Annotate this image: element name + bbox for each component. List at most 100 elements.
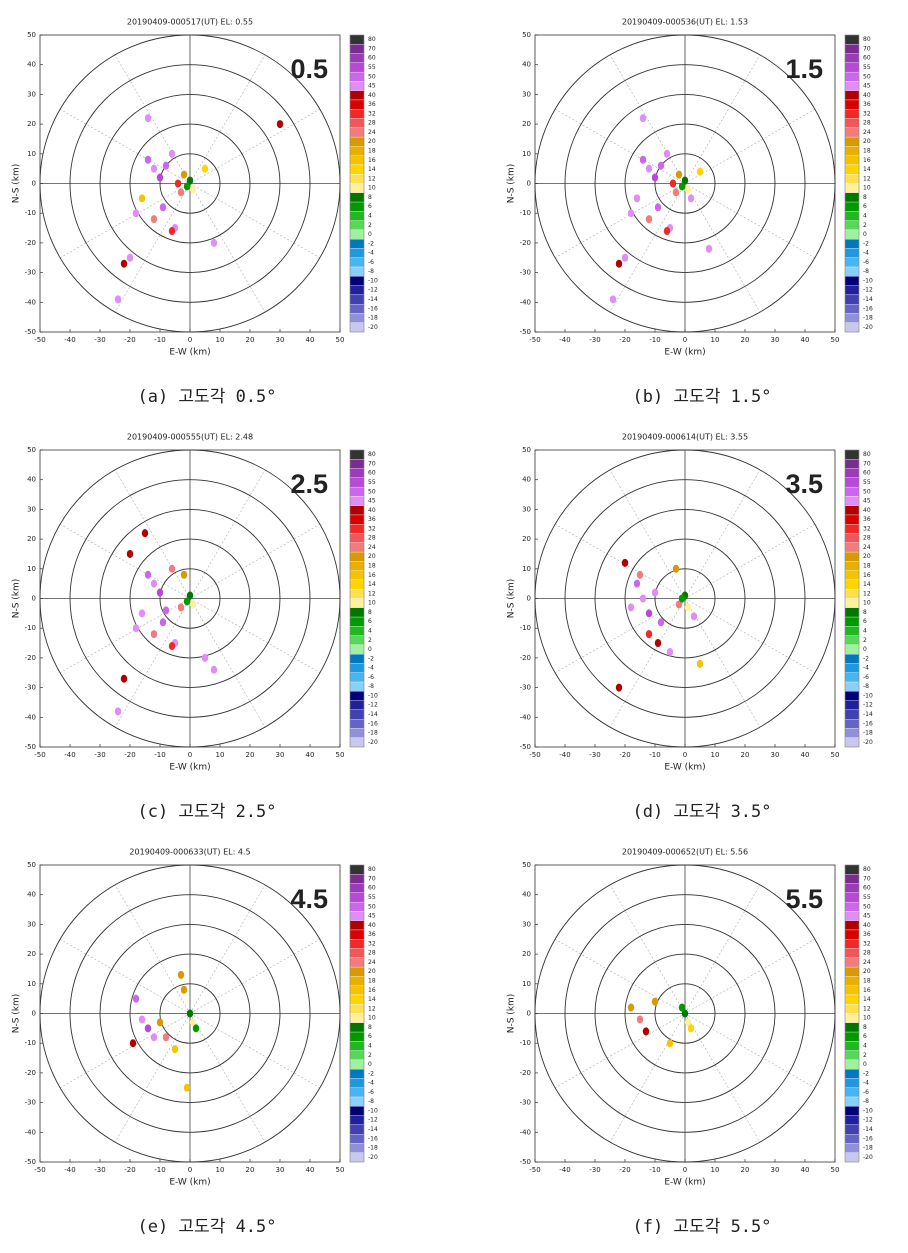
colorbar-swatch xyxy=(349,1069,365,1079)
echo xyxy=(189,185,197,194)
colorbar-swatch xyxy=(349,81,365,91)
colorbar-label: 6 xyxy=(368,1033,372,1040)
colorbar-label: 36 xyxy=(863,101,871,108)
echo xyxy=(645,630,653,639)
y-tick-label: -30 xyxy=(25,1099,36,1107)
colorbar-swatch xyxy=(844,183,860,193)
panel-title: 20190409-000555(UT) EL: 2.48 xyxy=(127,433,253,442)
colorbar-label: -4 xyxy=(863,250,869,257)
colorbar-swatch xyxy=(349,201,365,212)
echo xyxy=(633,579,641,588)
echo xyxy=(645,609,653,618)
colorbar-swatch xyxy=(349,654,365,664)
colorbar-label: 0 xyxy=(863,646,867,653)
colorbar-label: 55 xyxy=(368,894,376,901)
colorbar-label: -18 xyxy=(368,1145,378,1152)
colorbar-label: 40 xyxy=(368,922,376,929)
echo xyxy=(666,647,674,656)
echo xyxy=(627,209,635,218)
echo xyxy=(114,295,122,304)
echo xyxy=(663,149,671,158)
colorbar-label: 10 xyxy=(368,185,376,192)
radial-line xyxy=(684,183,816,259)
colorbar-swatch xyxy=(844,477,860,488)
colorbar-label: 50 xyxy=(863,488,871,495)
radial-line xyxy=(189,183,321,259)
colorbar-swatch xyxy=(844,1087,860,1098)
colorbar-label: -4 xyxy=(863,1080,869,1087)
colorbar-swatch xyxy=(844,257,860,268)
colorbar-swatch xyxy=(349,257,365,268)
colorbar-swatch xyxy=(844,294,860,305)
colorbar-label: -18 xyxy=(863,315,873,322)
x-tick-label: -50 xyxy=(34,1166,45,1174)
colorbar-label: 28 xyxy=(863,535,871,542)
colorbar-swatch xyxy=(844,1152,860,1163)
echo xyxy=(663,227,671,236)
colorbar-label: 70 xyxy=(863,460,871,467)
colorbar-label: 10 xyxy=(863,1015,871,1022)
colorbar-swatch xyxy=(349,155,365,166)
range-ring xyxy=(99,923,281,1104)
x-tick-label: 40 xyxy=(306,751,315,759)
colorbar-swatch xyxy=(844,1096,860,1107)
y-tick-label: -30 xyxy=(25,684,36,692)
colorbar-label: 55 xyxy=(863,64,871,71)
y-tick-label: -40 xyxy=(520,298,531,306)
colorbar-swatch xyxy=(844,994,860,1005)
colorbar-swatch xyxy=(349,99,365,110)
colorbar-swatch xyxy=(844,589,860,599)
colorbar-label: 55 xyxy=(863,479,871,486)
y-tick-label: -50 xyxy=(25,328,36,336)
radial-line xyxy=(189,523,321,599)
colorbar-swatch xyxy=(844,616,860,627)
colorbar-label: 60 xyxy=(368,470,376,477)
echo xyxy=(183,1083,191,1092)
x-tick-label: -10 xyxy=(649,1166,660,1174)
colorbar-label: -14 xyxy=(368,1126,378,1133)
echo xyxy=(144,570,152,579)
echo xyxy=(645,215,653,224)
colorbar-swatch xyxy=(844,1041,860,1051)
echo xyxy=(156,1018,164,1027)
colorbar-swatch xyxy=(349,920,365,931)
colorbar-label: -14 xyxy=(368,711,378,718)
colorbar-label: 12 xyxy=(863,1005,871,1012)
colorbar-label: -10 xyxy=(368,277,378,284)
echo xyxy=(645,164,653,173)
x-tick-label: 20 xyxy=(246,751,255,759)
colorbar-label: -2 xyxy=(368,240,374,247)
x-tick-label: 50 xyxy=(336,751,345,759)
colorbar-swatch xyxy=(349,304,365,314)
colorbar-swatch xyxy=(844,468,860,478)
y-tick-label: -20 xyxy=(25,1069,36,1077)
colorbar-frame xyxy=(844,864,860,1163)
colorbar-label: 45 xyxy=(863,83,871,90)
colorbar-swatch xyxy=(349,976,365,986)
colorbar-label: 20 xyxy=(368,138,376,145)
x-tick-label: -50 xyxy=(529,751,540,759)
echo xyxy=(186,176,194,185)
panel-title: 20190409-000652(UT) EL: 5.56 xyxy=(622,848,748,857)
colorbar-swatch xyxy=(349,700,365,711)
y-tick-label: -20 xyxy=(520,239,531,247)
colorbar-label: -8 xyxy=(368,1098,374,1105)
range-ring xyxy=(624,953,746,1074)
echo xyxy=(642,1027,650,1036)
x-tick-label: -50 xyxy=(529,1166,540,1174)
y-tick-label: 0 xyxy=(527,595,531,603)
x-tick-label: -30 xyxy=(94,336,105,344)
colorbar-swatch xyxy=(844,136,860,147)
colorbar-label: 0 xyxy=(368,231,372,238)
colorbar-swatch xyxy=(349,570,365,581)
x-tick-label: 0 xyxy=(188,336,192,344)
colorbar-swatch xyxy=(844,99,860,110)
echo xyxy=(183,597,191,606)
colorbar-label: 24 xyxy=(368,129,376,136)
colorbar-label: -2 xyxy=(863,655,869,662)
colorbar-label: 8 xyxy=(368,1024,372,1031)
colorbar-swatch xyxy=(844,654,860,664)
radial-line xyxy=(114,469,191,599)
colorbar-swatch xyxy=(349,239,365,249)
y-tick-label: -10 xyxy=(25,624,36,632)
